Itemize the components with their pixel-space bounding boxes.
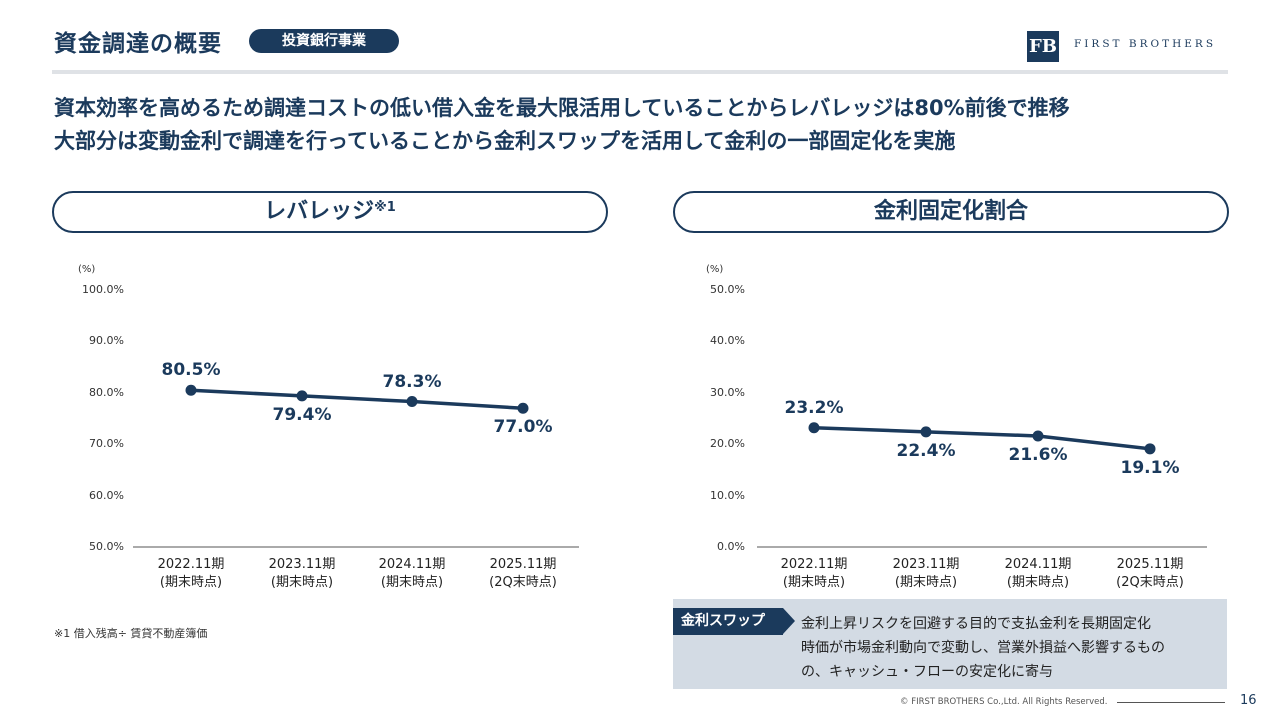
leverage-y-tick-label: 60.0% (89, 488, 124, 502)
fixed-rate-x-tick-label: 2025.11期 (2Q末時点) (1095, 556, 1205, 592)
fixed-rate-x-tick-label: 2022.11期 (期末時点) (759, 556, 869, 592)
fixed-rate-series-line (813, 426, 1151, 451)
leverage-data-label: 78.3% (382, 371, 442, 392)
fixed-rate-y-tick-label: 0.0% (717, 540, 745, 553)
leverage-x-tick-basis: (期末時点) (159, 575, 223, 590)
fixed-rate-x-tick-label: 2024.11期 (期末時点) (983, 556, 1093, 592)
leverage-y-tick-label: 100.0% (82, 283, 124, 296)
fixed-rate-y-tick-label: 40.0% (710, 334, 745, 348)
fixed-rate-x-tick-period: 2024.11期 (1004, 557, 1072, 572)
page-title: 資金調達の概要 (54, 31, 222, 57)
leverage-x-tick-label: 2022.11期 (期末時点) (136, 556, 246, 592)
footer-divider (1117, 702, 1225, 703)
leverage-y-tick-label: 80.0% (89, 385, 124, 399)
leverage-x-tick-basis: (2Q末時点) (489, 575, 557, 590)
fixed-rate-y-tick-label: 20.0% (710, 437, 745, 451)
swap-note-line-3: の、キャッシュ・フローの安定化に寄与 (801, 664, 1053, 680)
leverage-x-tick-label: 2023.11期 (期末時点) (247, 556, 357, 592)
leverage-data-label: 79.4% (272, 404, 332, 425)
fixed-rate-data-label: 22.4% (896, 440, 956, 461)
leverage-x-tick-period: 2022.11期 (157, 557, 225, 572)
leverage-panel-title: レバレッジ※1 (52, 191, 608, 233)
leverage-y-tick-label: 50.0% (89, 540, 124, 553)
header-divider (52, 70, 1228, 74)
leverage-x-tick-label: 2025.11期 (2Q末時点) (468, 556, 578, 592)
footnote: ※1 借入残高÷ 賃貸不動産簿価 (54, 627, 208, 640)
leverage-y-tick-label: 70.0% (89, 437, 124, 451)
leverage-data-label: 80.5% (161, 360, 221, 381)
fixed-rate-y-tick-label: 50.0% (710, 283, 745, 296)
leverage-x-tick-period: 2025.11期 (489, 557, 557, 572)
copyright: © FIRST BROTHERS Co.,Ltd. All Rights Res… (900, 697, 1108, 707)
leverage-data-point (296, 390, 308, 402)
lead-line-1: 資本効率を高めるため調達コストの低い借入金を最大限活用していることからレバレッジ… (54, 96, 1070, 120)
fixed-rate-data-point (920, 426, 932, 438)
fixed-rate-x-tick-basis: (期末時点) (1006, 575, 1070, 590)
fixed-rate-data-point (1144, 443, 1156, 455)
leverage-x-tick-basis: (期末時点) (380, 575, 444, 590)
fixed-rate-x-tick-period: 2023.11期 (892, 557, 960, 572)
leverage-data-label: 77.0% (493, 417, 553, 438)
fixed-rate-data-label: 19.1% (1120, 457, 1180, 478)
leverage-unit-label: (%) (78, 264, 96, 275)
leverage-data-point (517, 402, 529, 414)
section-badge: 投資銀行事業 (249, 29, 399, 53)
leverage-x-tick-basis: (期末時点) (270, 575, 334, 590)
fixed-rate-x-tick-label: 2023.11期 (期末時点) (871, 556, 981, 592)
fixed-rate-panel-title: 金利固定化割合 (673, 191, 1229, 233)
fixed-rate-x-tick-basis: (2Q末時点) (1116, 575, 1184, 590)
fixed-rate-x-tick-basis: (期末時点) (894, 575, 958, 590)
leverage-title-footnote-mark: ※1 (374, 200, 396, 215)
fixed-rate-data-point (1032, 430, 1044, 442)
lead-line-2: 大部分は変動金利で調達を行っていることから金利スワップを活用して金利の一部固定化… (54, 129, 956, 153)
fixed-rate-x-tick-period: 2022.11期 (780, 557, 848, 572)
fixed-rate-unit-label: (%) (706, 264, 724, 275)
leverage-x-tick-period: 2023.11期 (268, 557, 336, 572)
page-number: 16 (1240, 693, 1257, 708)
leverage-data-point (185, 384, 197, 396)
leverage-series-line (190, 388, 524, 410)
swap-note-line-1: 金利上昇リスクを回避する目的で支払金利を長期固定化 (801, 616, 1151, 632)
leverage-data-point (406, 396, 418, 408)
leverage-y-tick-label: 90.0% (89, 334, 124, 348)
leverage-x-tick-period: 2024.11期 (378, 557, 446, 572)
fixed-rate-x-tick-period: 2025.11期 (1116, 557, 1184, 572)
fixed-rate-y-tick-label: 10.0% (710, 488, 745, 502)
swap-note-tag: 金利スワップ (673, 608, 795, 635)
leverage-x-tick-label: 2024.11期 (期末時点) (357, 556, 467, 592)
fixed-rate-x-tick-basis: (期末時点) (782, 575, 846, 590)
company-logo-icon: FB (1027, 31, 1059, 62)
company-logo-text: FIRST BROTHERS (1074, 38, 1217, 50)
fixed-rate-data-label: 21.6% (1008, 444, 1068, 465)
swap-note-line-2: 時価が市場金利動向で変動し、営業外損益へ影響するもの (801, 640, 1165, 656)
fixed-rate-title-text: 金利固定化割合 (873, 199, 1028, 224)
fixed-rate-data-label: 23.2% (784, 397, 844, 418)
leverage-title-text: レバレッジ (264, 199, 375, 224)
fixed-rate-y-tick-label: 30.0% (710, 385, 745, 399)
fixed-rate-data-point (808, 422, 820, 434)
